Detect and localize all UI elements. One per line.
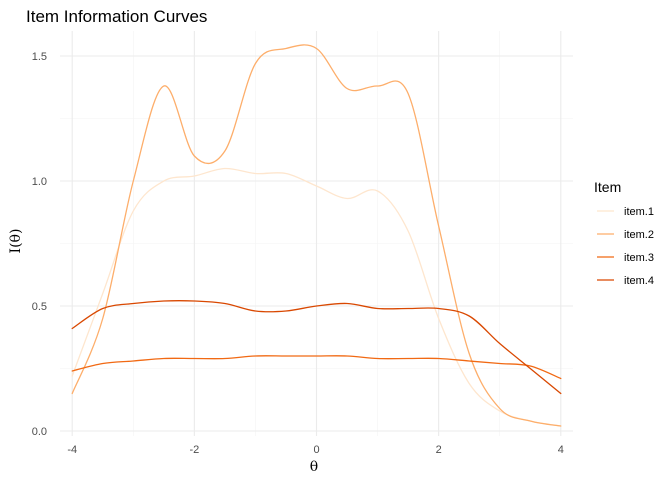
x-tick-label: -2 <box>189 444 199 456</box>
legend-title: Item <box>594 179 621 195</box>
y-tick-label: 0.0 <box>32 426 47 438</box>
y-tick-label: 1.0 <box>32 176 47 188</box>
x-tick-label: 2 <box>436 444 442 456</box>
y-tick-label: 1.5 <box>32 51 47 63</box>
series-lines <box>71 44 562 427</box>
grid-lines <box>60 31 573 436</box>
legend-items: item.1 item.2 item.3 item.4 <box>597 206 654 287</box>
legend-label-item-2: item.2 <box>624 229 654 241</box>
x-tick-label: -4 <box>67 444 77 456</box>
y-axis-label: I(θ) <box>8 229 24 254</box>
legend-label-item-1: item.1 <box>624 206 654 218</box>
x-tick-label: 0 <box>313 444 319 456</box>
legend-label-item-3: item.3 <box>624 252 654 264</box>
series-line-item-2 <box>71 44 562 427</box>
series-line-item-3 <box>71 355 562 380</box>
legend-label-item-4: item.4 <box>624 275 654 287</box>
x-tick-label: 4 <box>558 444 564 456</box>
legend: Item item.1 item.2 item.3 item.4 <box>594 179 654 287</box>
series-line-item-1 <box>71 167 562 427</box>
series-line-item-4 <box>71 300 562 395</box>
chart-title: Item Information Curves <box>26 7 207 26</box>
axis-ticks: -4 -2 0 2 4 0.0 0.5 1.0 1.5 <box>32 51 564 456</box>
y-tick-label: 0.5 <box>32 301 47 313</box>
x-axis-label: θ <box>310 459 318 475</box>
